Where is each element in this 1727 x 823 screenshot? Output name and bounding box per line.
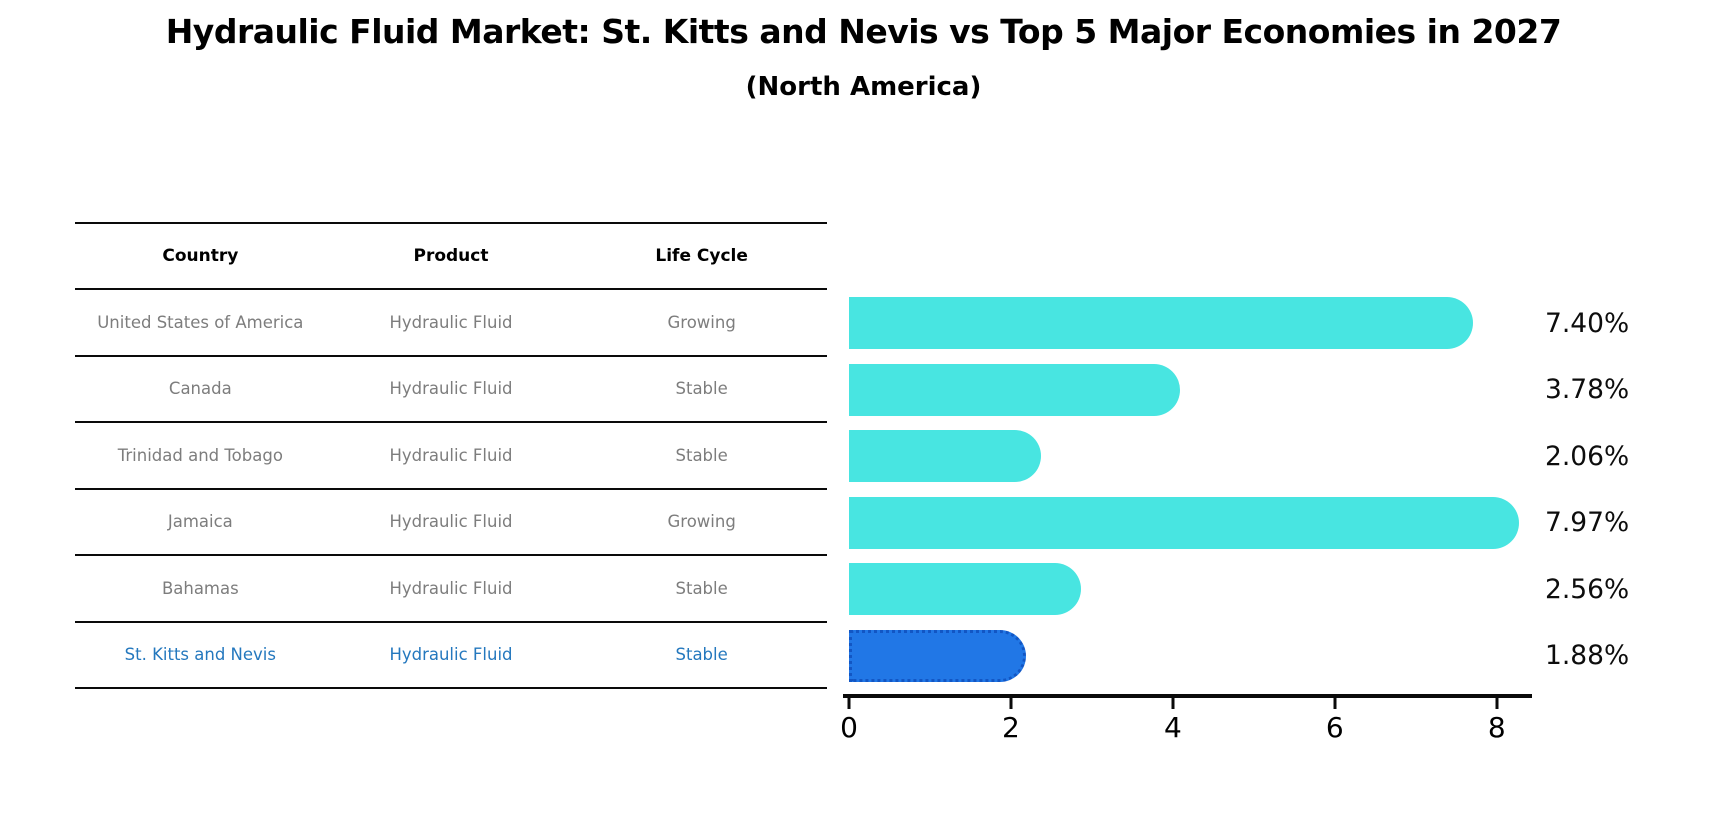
life-cycle-cell: Growing — [667, 512, 736, 532]
value-label-column: 7.40% 3.78% 2.06% 7.97% 2.56% 1.88% — [1545, 290, 1727, 689]
bar-row — [849, 423, 1530, 490]
x-axis-tick-mark — [1171, 698, 1175, 709]
bar-jamaica — [849, 496, 1520, 549]
page-subtitle: (North America) — [745, 72, 982, 102]
country-cell: Canada — [168, 379, 232, 399]
life-cycle-cell: Stable — [675, 379, 728, 399]
x-axis-tick-mark — [1009, 698, 1013, 709]
country-table: Country Product Life Cycle United States… — [75, 222, 827, 689]
life-cycle-cell: Growing — [667, 312, 736, 332]
bar-row — [849, 490, 1530, 557]
bar-canada — [849, 363, 1181, 416]
x-axis-tick-label: 2 — [1002, 711, 1020, 744]
bar-row — [849, 623, 1530, 690]
bar-row — [849, 290, 1530, 357]
x-axis-tick-label: 0 — [840, 711, 858, 744]
table-row-highlighted: St. Kitts and Nevis Hydraulic Fluid Stab… — [75, 623, 827, 689]
column-header-country: Country — [162, 246, 239, 266]
table-row: Canada Hydraulic Fluid Stable — [75, 357, 827, 423]
x-axis-tick-mark — [1333, 698, 1337, 709]
value-label: 1.88% — [1545, 640, 1630, 672]
country-cell: Jamaica — [167, 512, 233, 532]
value-label: 3.78% — [1545, 374, 1630, 406]
x-axis-tick-label: 8 — [1487, 711, 1506, 744]
table-row: Trinidad and Tobago Hydraulic Fluid Stab… — [75, 423, 827, 490]
life-cycle-cell: Stable — [675, 445, 728, 465]
value-label: 7.97% — [1545, 507, 1630, 539]
page-title: Hydraulic Fluid Market: St. Kitts and Ne… — [165, 12, 1562, 51]
product-cell: Hydraulic Fluid — [389, 379, 513, 399]
bar-chart-plot — [849, 290, 1530, 689]
x-axis-tick-label: 4 — [1163, 711, 1182, 744]
value-label: 7.40% — [1545, 307, 1630, 339]
product-cell: Hydraulic Fluid — [389, 445, 513, 465]
column-header-life-cycle: Life Cycle — [655, 246, 748, 266]
value-label: 2.06% — [1545, 440, 1630, 472]
bar-row — [849, 556, 1530, 623]
value-label: 2.56% — [1545, 573, 1630, 605]
product-cell: Hydraulic Fluid — [389, 312, 513, 332]
country-cell: St. Kitts and Nevis — [124, 645, 276, 665]
table-header-row: Country Product Life Cycle — [75, 224, 827, 290]
x-axis-line — [843, 694, 1532, 698]
bar-st-kitts-and-nevis-highlighted — [849, 629, 1027, 682]
country-cell: Trinidad and Tobago — [117, 445, 283, 465]
product-cell: Hydraulic Fluid — [389, 512, 513, 532]
x-axis-tick-label: 6 — [1325, 711, 1344, 744]
life-cycle-cell: Stable — [675, 578, 728, 598]
bar-united-states — [849, 297, 1474, 350]
x-axis: 0 2 4 6 8 — [840, 694, 1532, 754]
x-axis-tick-mark — [847, 698, 851, 709]
table-row: Bahamas Hydraulic Fluid Stable — [75, 556, 827, 623]
country-cell: United States of America — [97, 312, 304, 332]
bar-row — [849, 357, 1530, 424]
column-header-product: Product — [413, 246, 489, 266]
bar-trinidad-and-tobago — [849, 430, 1041, 483]
bar-bahamas — [849, 563, 1082, 616]
table-row: United States of America Hydraulic Fluid… — [75, 290, 827, 357]
country-cell: Bahamas — [161, 578, 239, 598]
x-axis-tick-mark — [1495, 698, 1499, 709]
product-cell: Hydraulic Fluid — [389, 578, 513, 598]
life-cycle-cell: Stable — [675, 645, 728, 665]
product-cell: Hydraulic Fluid — [389, 645, 513, 665]
table-row: Jamaica Hydraulic Fluid Growing — [75, 490, 827, 556]
